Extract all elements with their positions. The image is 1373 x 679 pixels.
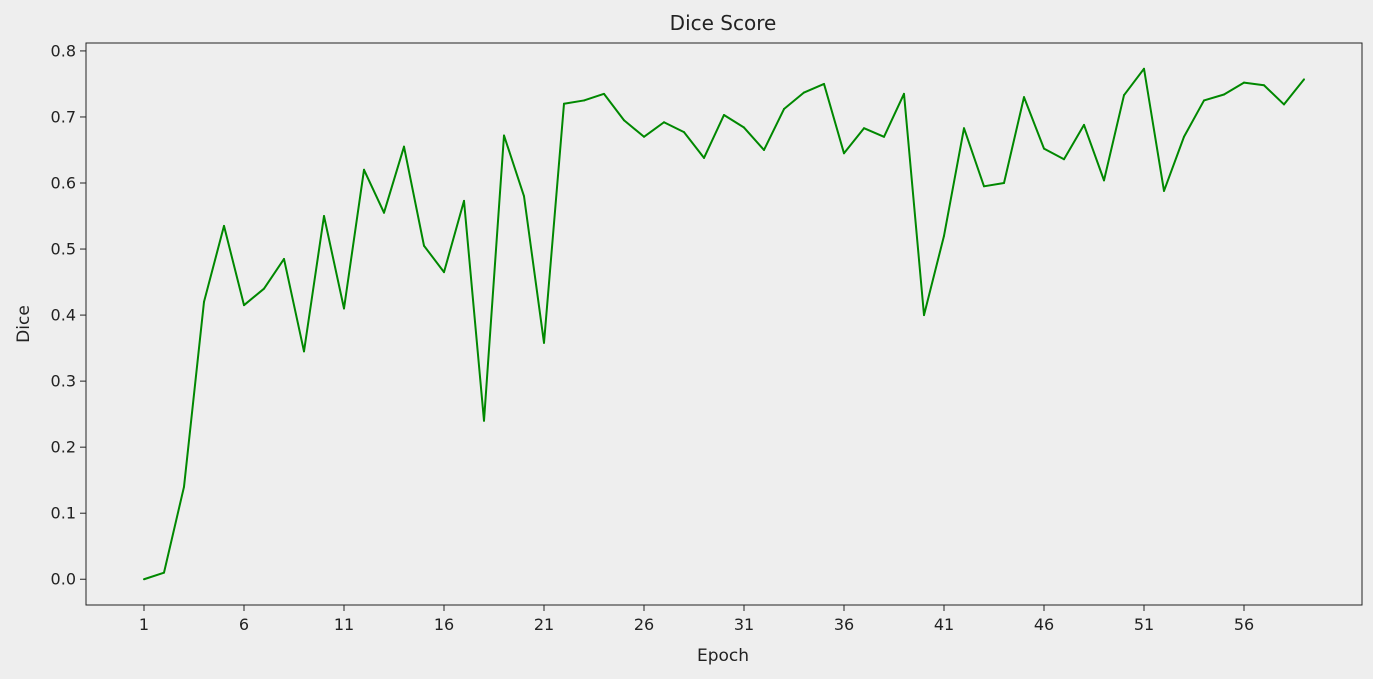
data-point [403, 145, 405, 148]
data-point [723, 113, 725, 116]
x-tick-label: 36 [834, 615, 854, 634]
data-point [903, 92, 905, 95]
data-point [1163, 189, 1165, 192]
x-tick-label: 26 [634, 615, 654, 634]
data-point [663, 121, 665, 124]
data-point [603, 92, 605, 95]
data-point [943, 234, 945, 237]
data-point [283, 257, 285, 260]
data-point [363, 168, 365, 171]
x-tick-label: 1 [139, 615, 149, 634]
data-point [323, 215, 325, 218]
x-tick-label: 6 [239, 615, 249, 634]
data-point [863, 127, 865, 130]
data-point [443, 271, 445, 274]
data-point [583, 99, 585, 102]
plot-frame [85, 42, 1363, 606]
y-tick-label: 0.4 [51, 306, 76, 325]
y-tick-label: 0.8 [51, 41, 76, 60]
data-point [1023, 96, 1025, 99]
y-tick-label: 0.7 [51, 107, 76, 126]
data-point [1203, 99, 1205, 102]
data-point [543, 341, 545, 344]
data-point [803, 91, 805, 94]
y-axis-label: Dice [14, 305, 34, 343]
data-point [883, 135, 885, 138]
x-tick-label: 31 [734, 615, 754, 634]
data-point [203, 300, 205, 303]
x-tick-label: 51 [1134, 615, 1154, 634]
data-point [1003, 182, 1005, 185]
y-tick-label: 0.1 [51, 504, 76, 523]
data-point [523, 195, 525, 198]
x-tick-label: 21 [534, 615, 554, 634]
data-point [503, 134, 505, 137]
x-tick-label: 16 [434, 615, 454, 634]
data-point [923, 314, 925, 317]
data-point [1143, 67, 1145, 70]
data-point [1103, 179, 1105, 182]
y-tick-label: 0.3 [51, 372, 76, 391]
data-point [1263, 84, 1265, 87]
data-point [1243, 81, 1245, 84]
data-point [743, 126, 745, 129]
data-point [643, 135, 645, 138]
y-tick-label: 0.5 [51, 240, 76, 259]
data-point [983, 185, 985, 188]
data-point [483, 419, 485, 422]
data-point [343, 307, 345, 310]
y-tick-label: 0.0 [51, 570, 76, 589]
data-point [683, 131, 685, 134]
x-axis: 1 6 11 16 21 26 31 36 41 46 51 56 [139, 605, 1254, 634]
data-point [163, 571, 165, 574]
plot-area: 0.00.10.20.30.40.50.60.70.8 1 6 11 16 21 26 31… [51, 41, 1363, 634]
data-point [1063, 158, 1065, 161]
data-point [1283, 103, 1285, 106]
data-points [143, 67, 1305, 581]
data-point [843, 152, 845, 155]
data-point [423, 244, 425, 247]
data-point [243, 304, 245, 307]
data-point [143, 578, 145, 581]
y-tick-label: 0.2 [51, 438, 76, 457]
data-point [563, 102, 565, 105]
x-tick-label: 11 [334, 615, 354, 634]
data-point [763, 148, 765, 151]
chart-title: Dice Score [670, 11, 777, 35]
x-axis-label: Epoch [697, 646, 749, 666]
y-tick-label: 0.6 [51, 174, 76, 193]
x-tick-label: 56 [1234, 615, 1254, 634]
y-axis: 0.0 0.1 0.2 0.3 0.4 0.5 0.6 0.7 0.8 [51, 41, 86, 589]
x-tick-label: 46 [1034, 615, 1054, 634]
data-point [623, 119, 625, 122]
data-point [1183, 135, 1185, 138]
data-point [1223, 93, 1225, 96]
data-point [783, 108, 785, 111]
data-point [383, 211, 385, 214]
data-point [1043, 147, 1045, 150]
data-point [963, 127, 965, 130]
data-point [1083, 123, 1085, 126]
data-point [823, 82, 825, 85]
data-point [1303, 78, 1305, 81]
data-point [1123, 94, 1125, 97]
data-point [303, 350, 305, 353]
data-point [223, 224, 225, 227]
data-point [183, 485, 185, 488]
x-tick-label: 41 [934, 615, 954, 634]
data-point [463, 199, 465, 202]
data-point [703, 156, 705, 159]
data-point [263, 287, 265, 290]
